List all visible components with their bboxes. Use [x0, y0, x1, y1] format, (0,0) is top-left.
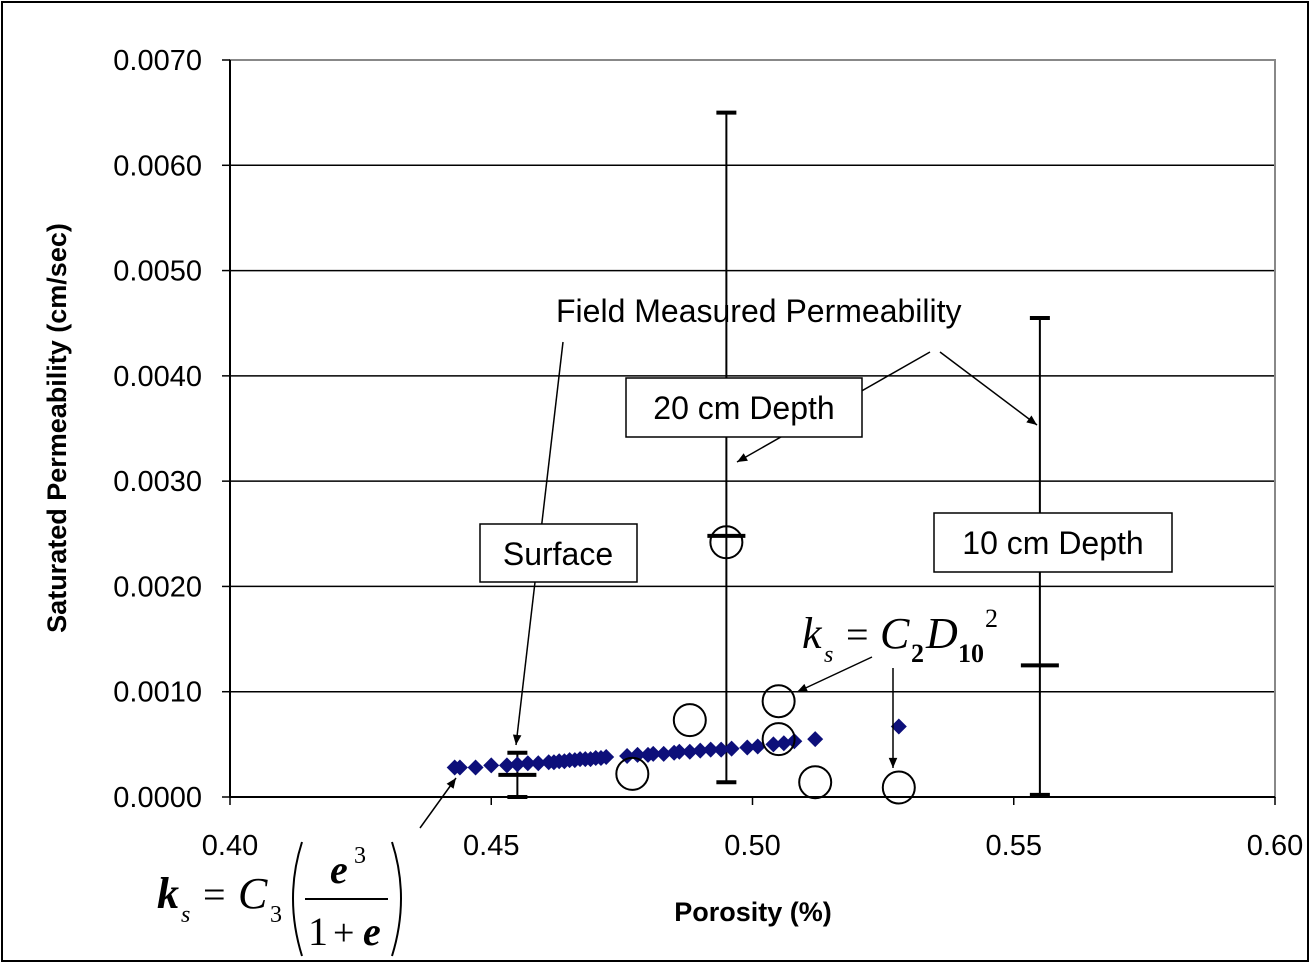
data-point-diamond — [681, 743, 698, 760]
data-point-diamond — [645, 745, 662, 762]
data-point-diamond — [598, 748, 615, 765]
annotation-20cm-label: 20 cm Depth — [653, 390, 834, 426]
data-point-diamond — [713, 741, 730, 758]
arrow-eq1-circle-head — [797, 683, 808, 692]
arrow-eq1-down-head — [888, 757, 898, 768]
equation-d10: k s = C 2 D 10 2 — [802, 604, 998, 668]
y-tick-label: 0.0060 — [113, 150, 202, 182]
data-point-circle — [761, 722, 796, 757]
svg-text:s: s — [181, 902, 190, 928]
arrow-eq1-down — [888, 668, 898, 768]
arrow-10cm-head — [1026, 415, 1037, 425]
annotation-box-10cm: 10 cm Depth — [933, 512, 1173, 573]
x-tick-labels: 0.40 0.45 0.50 0.55 0.60 — [202, 830, 1303, 862]
data-point-circle — [672, 703, 707, 738]
annotation-box-20cm: 20 cm Depth — [625, 377, 863, 438]
data-point-diamond — [530, 755, 547, 772]
arrow-20cm-head — [737, 453, 748, 462]
annotation-10cm-label: 10 cm Depth — [962, 525, 1143, 561]
x-tick-label: 0.60 — [1247, 830, 1303, 862]
data-point-diamond — [702, 741, 719, 758]
y-tick-label: 0.0050 — [113, 256, 202, 288]
svg-text:10: 10 — [958, 639, 984, 668]
annotation-box-surface: Surface — [479, 523, 638, 583]
svg-text:=: = — [846, 612, 869, 657]
data-point-diamond — [692, 742, 709, 759]
arrow-eq1-circle — [796, 656, 873, 693]
arrow-eq2-line — [419, 777, 457, 829]
equation-void-ratio: k s = C 3 e 3 1 + e — [157, 841, 402, 957]
x-tick-label: 0.45 — [463, 830, 519, 862]
diamond-series — [446, 718, 907, 776]
y-tick-label: 0.0040 — [113, 361, 202, 393]
arrow-eq1-circle-line — [796, 656, 873, 693]
data-point-diamond — [498, 757, 515, 774]
x-tick-label: 0.50 — [724, 830, 780, 862]
data-point-diamond — [519, 755, 536, 772]
svg-text:C: C — [880, 609, 910, 658]
error-bar — [707, 110, 746, 785]
arrow-surface-head — [512, 734, 522, 745]
y-tick-label: 0.0070 — [113, 45, 202, 77]
data-point-diamond — [671, 743, 688, 760]
svg-text:e: e — [330, 847, 348, 892]
data-point-diamond — [483, 757, 500, 774]
svg-text:e: e — [363, 909, 381, 954]
data-point-diamond — [451, 759, 468, 776]
x-tick-label: 0.55 — [986, 830, 1042, 862]
y-tick-label: 0.0010 — [113, 677, 202, 709]
svg-text:2: 2 — [985, 604, 998, 633]
y-axis-label: Saturated Permeability (cm/sec) — [42, 223, 72, 633]
svg-text:=: = — [203, 872, 226, 917]
data-point-circle — [709, 525, 744, 560]
x-tick-label: 0.40 — [202, 830, 258, 862]
data-point-diamond — [629, 746, 646, 763]
data-point-circle — [615, 756, 650, 791]
arrow-10cm — [939, 351, 1038, 426]
data-point-diamond — [509, 756, 526, 773]
data-point-diamond — [890, 718, 907, 735]
y-tick-label: 0.0000 — [113, 782, 202, 814]
data-point-diamond — [655, 745, 672, 762]
data-point-circle — [761, 684, 796, 719]
svg-text:D: D — [925, 609, 958, 658]
svg-text:k: k — [802, 609, 823, 658]
x-axis-label: Porosity (%) — [674, 897, 832, 927]
y-tick-label: 0.0020 — [113, 571, 202, 603]
data-point-diamond — [749, 738, 766, 755]
svg-text:3: 3 — [270, 902, 282, 928]
svg-text:2: 2 — [911, 639, 924, 668]
svg-text:k: k — [157, 869, 179, 918]
svg-text:C: C — [238, 869, 268, 918]
arrow-eq2-head — [446, 778, 456, 789]
data-point-diamond — [723, 740, 740, 757]
data-point-diamond — [739, 739, 756, 756]
data-point-diamond — [765, 736, 782, 753]
annotation-field-measured: Field Measured Permeability — [556, 293, 962, 329]
svg-text:s: s — [824, 642, 833, 668]
svg-text:+: + — [333, 912, 354, 954]
data-point-diamond — [807, 731, 824, 748]
data-point-diamond — [775, 735, 792, 752]
circle-series — [615, 525, 916, 805]
data-point-diamond — [467, 759, 484, 776]
data-point-circle — [798, 765, 833, 800]
data-point-circle — [881, 770, 916, 805]
arrow-eq2 — [419, 777, 457, 829]
annotation-surface-label: Surface — [503, 536, 613, 572]
svg-text:3: 3 — [354, 843, 366, 869]
arrow-10cm-line — [939, 351, 1038, 426]
axes — [222, 59, 1276, 805]
y-tick-labels: 0.0000 0.0010 0.0020 0.0030 0.0040 0.0050 0.00… — [113, 45, 202, 814]
svg-text:1: 1 — [308, 909, 328, 954]
y-tick-label: 0.0030 — [113, 466, 202, 498]
